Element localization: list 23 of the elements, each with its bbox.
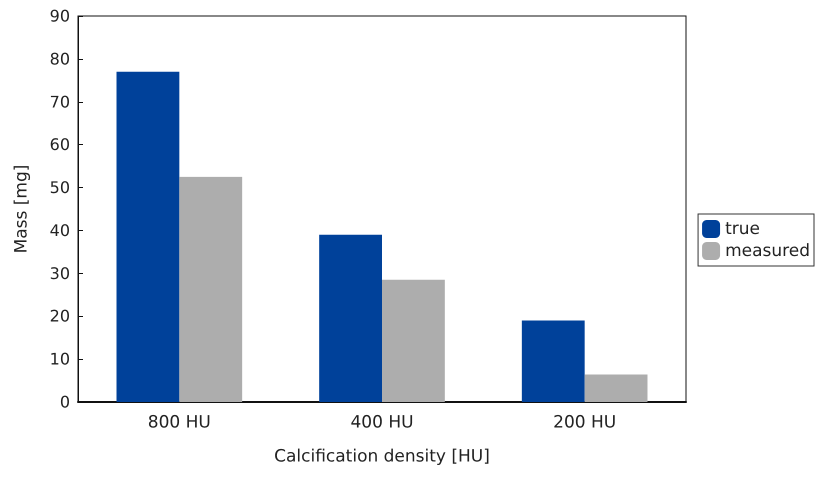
y-tick-label: 90: [50, 6, 70, 26]
y-tick-label: 40: [50, 220, 70, 240]
y-axis-title: Mass [mg]: [12, 164, 32, 254]
x-axis-title: Calcification density [HU]: [274, 446, 490, 466]
x-tick-label: 800 HU: [148, 412, 211, 432]
bar: [319, 234, 382, 402]
bar: [179, 176, 242, 402]
legend-label: true: [725, 219, 760, 239]
y-tick-label: 20: [50, 306, 70, 326]
y-tick-label: 80: [50, 49, 70, 68]
x-tick-label: 200 HU: [553, 412, 616, 432]
bar: [116, 72, 180, 402]
x-tick-label: 400 HU: [350, 412, 414, 432]
y-tick-label: 30: [50, 264, 70, 283]
y-tick-label: 70: [50, 92, 70, 112]
y-tick-label: 0: [60, 392, 70, 412]
y-tick-label: 50: [50, 178, 70, 198]
bar: [584, 374, 648, 402]
bar: [522, 320, 585, 402]
legend-label: measured: [725, 241, 810, 261]
y-tick-label: 10: [50, 350, 70, 369]
y-tick-label: 60: [50, 135, 70, 154]
bar: [382, 280, 445, 402]
